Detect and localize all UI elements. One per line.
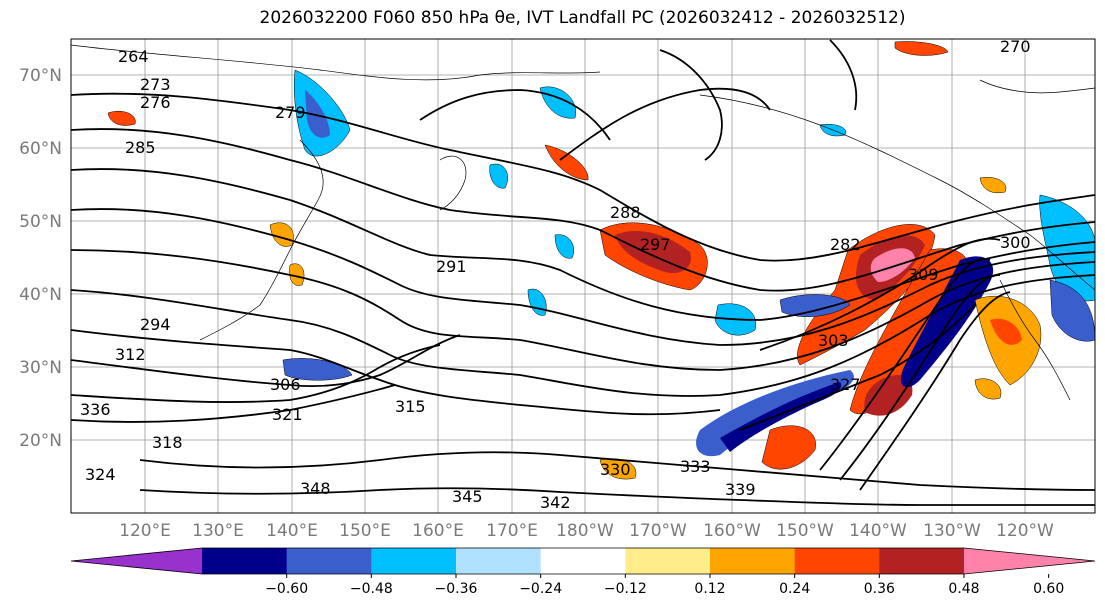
contour-label: 333 <box>680 457 711 476</box>
contour-label: 285 <box>125 138 156 157</box>
contour-label: 342 <box>540 493 571 512</box>
contour-label: 348 <box>300 479 331 498</box>
longitude-label: 160°E <box>412 521 464 541</box>
contour-label: 330 <box>600 460 631 479</box>
colorbar-segment <box>202 548 288 574</box>
contour-label: 297 <box>640 235 671 254</box>
theta-e-contours <box>70 39 1096 506</box>
contour-label: 315 <box>395 397 426 416</box>
contour-label: 306 <box>270 375 301 394</box>
shaded-anomalies <box>107 41 1096 480</box>
longitude-label: 120°E <box>119 521 171 541</box>
longitude-label: 120°W <box>996 521 1054 541</box>
colorbar-segment <box>371 548 457 574</box>
longitude-label: 140°W <box>849 521 907 541</box>
graticule <box>71 39 1095 513</box>
latitude-label: 60°N <box>19 139 62 159</box>
map-title: 2026032200 F060 850 hPa θe, IVT Landfall… <box>259 8 906 28</box>
colorbar-tick-label: −0.12 <box>604 581 647 597</box>
colorbar-tick-label: −0.60 <box>265 581 308 597</box>
longitude-label: 180°W <box>556 521 614 541</box>
contour-label: 345 <box>452 487 483 506</box>
coastlines <box>70 44 1096 401</box>
longitude-label: 170°E <box>486 521 538 541</box>
contour-label: 300 <box>1000 233 1031 252</box>
colorbar-segment <box>625 548 711 574</box>
contour-label-group: 264 270 273 276 279 282 285 288 291 294 … <box>80 37 1031 512</box>
colorbar-extend-low <box>71 548 202 574</box>
latitude-label: 30°N <box>19 358 62 378</box>
map-border <box>70 38 1096 514</box>
contour-label: 276 <box>140 93 171 112</box>
longitude-label: 150°E <box>339 521 391 541</box>
contour-label: 336 <box>80 400 111 419</box>
contour-label: 288 <box>610 203 641 222</box>
contour-label: 264 <box>118 47 149 66</box>
contour-label: 273 <box>140 75 171 94</box>
longitude-axis: 120°E 130°E 140°E 150°E 160°E 170°E 180°… <box>119 521 1054 541</box>
longitude-label: 130°W <box>923 521 981 541</box>
latitude-label: 70°N <box>19 66 62 86</box>
colorbar-segment <box>710 548 796 574</box>
contour-label: 318 <box>152 433 183 452</box>
latitude-axis: 70°N 60°N 50°N 40°N 30°N 20°N <box>19 66 62 451</box>
colorbar-tick-label: −0.36 <box>435 581 478 597</box>
contour-label: 294 <box>140 315 171 334</box>
contour-label: 324 <box>85 465 116 484</box>
contour-label: 282 <box>830 235 861 254</box>
contour-label: 339 <box>725 480 756 499</box>
colorbar-extend-high <box>964 548 1095 574</box>
longitude-label: 150°W <box>776 521 834 541</box>
colorbar-tick-label: −0.48 <box>350 581 393 597</box>
latitude-label: 50°N <box>19 212 62 232</box>
longitude-label: 170°W <box>629 521 687 541</box>
colorbar-tick-label: 0.48 <box>948 581 979 597</box>
colorbar-tick-label: 0.60 <box>1033 581 1064 597</box>
colorbar-tick-label: 0.36 <box>864 581 895 597</box>
contour-label: 291 <box>436 257 467 276</box>
contour-label: 327 <box>830 375 861 394</box>
contour-label: 309 <box>908 265 939 284</box>
colorbar-segment <box>286 548 372 574</box>
contour-label: 312 <box>115 345 146 364</box>
latitude-label: 20°N <box>19 431 62 451</box>
colorbar-tick-label: 0.12 <box>694 581 725 597</box>
colorbar: −0.60 −0.48 −0.36 −0.24 −0.12 0.12 0.24 0.36 0.4… <box>70 547 1096 597</box>
map-panel: 264 270 273 276 279 282 285 288 291 294 … <box>70 37 1096 514</box>
latitude-label: 40°N <box>19 285 62 305</box>
longitude-label: 140°E <box>266 521 318 541</box>
colorbar-segment <box>794 548 880 574</box>
colorbar-segment <box>879 548 965 574</box>
longitude-label: 130°E <box>192 521 244 541</box>
colorbar-tick-label: 0.24 <box>779 581 810 597</box>
contour-label: 303 <box>818 331 849 350</box>
colorbar-tick-label: −0.24 <box>519 581 562 597</box>
colorbar-outline <box>70 547 1096 575</box>
colorbar-segment <box>456 548 542 574</box>
contour-label: 270 <box>1000 37 1031 56</box>
contour-label: 321 <box>272 405 303 424</box>
contour-label: 279 <box>275 103 306 122</box>
colorbar-segment <box>540 548 626 574</box>
longitude-label: 160°W <box>703 521 761 541</box>
